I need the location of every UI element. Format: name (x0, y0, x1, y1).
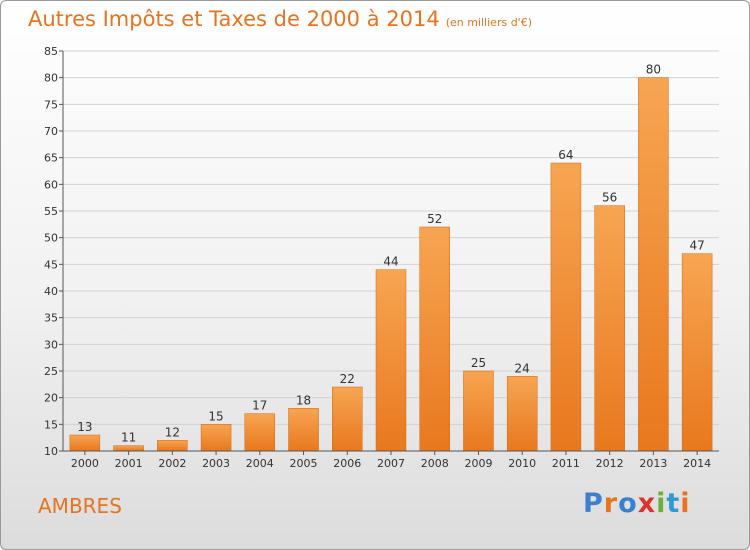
bar-value-label: 52 (427, 212, 442, 226)
bar-value-label: 80 (646, 63, 661, 77)
bar (506, 376, 538, 452)
x-tick-label: 2005 (290, 457, 318, 470)
bar-value-label: 11 (121, 431, 136, 445)
bar (463, 370, 494, 452)
y-tick-label: 45 (44, 258, 58, 271)
bar (419, 226, 450, 452)
proxiti-logo[interactable]: Proxiti (583, 488, 691, 519)
bar (157, 440, 188, 452)
bar-value-label: 15 (208, 409, 223, 423)
bars: 13 11 12 15 17 18 22 44 52 25 24 64 56 80 47 (69, 63, 713, 452)
logo-letter: i (680, 488, 691, 519)
bar-value-label: 64 (558, 148, 573, 162)
bar-value-label: 18 (296, 393, 311, 407)
bar (375, 269, 407, 452)
chart-unit: (en milliers d'€) (445, 16, 532, 29)
y-tick-label: 40 (44, 285, 58, 298)
commune-name: AMBRES (38, 494, 122, 518)
logo-letter: t (666, 488, 681, 519)
x-tick-label: 2000 (71, 457, 99, 470)
y-tick-label: 55 (44, 205, 58, 218)
x-axis: 2000 2001 2002 2003 2004 2005 2006 2007 2008 2009… (63, 450, 719, 470)
x-tick-label: 2007 (377, 457, 405, 470)
y-tick-label: 70 (44, 125, 58, 138)
y-tick-label: 35 (44, 312, 58, 325)
logo-letter: r (603, 488, 619, 519)
y-axis: 10 15 20 25 30 35 40 45 50 55 60 65 70 75 80 85 (44, 45, 64, 458)
y-tick-label: 65 (44, 152, 58, 165)
y-tick-label: 50 (44, 232, 58, 245)
x-tick-label: 2004 (246, 457, 274, 470)
y-tick-label: 25 (44, 365, 58, 378)
logo-letter: i (656, 488, 667, 519)
y-tick-label: 10 (44, 445, 58, 458)
x-tick-label: 2012 (596, 457, 624, 470)
logo-letter: x (637, 488, 657, 519)
x-tick-label: 2011 (552, 457, 580, 470)
x-tick-label: 2009 (464, 457, 492, 470)
bar (288, 408, 319, 452)
bar-value-label: 47 (689, 239, 704, 253)
y-tick-label: 20 (44, 392, 58, 405)
bar (113, 445, 144, 452)
bar (550, 162, 582, 452)
y-tick-label: 80 (44, 72, 58, 85)
x-tick-label: 2014 (683, 457, 711, 470)
logo-letter: o (618, 488, 638, 519)
chart-title: Autres Impôts et Taxes de 2000 à 2014 (en… (28, 7, 532, 31)
x-tick-label: 2006 (333, 457, 361, 470)
bar-value-label: 56 (602, 191, 617, 205)
x-tick-label: 2001 (115, 457, 143, 470)
y-tick-label: 15 (44, 418, 58, 431)
bar (200, 424, 232, 452)
bar-value-label: 12 (165, 425, 180, 439)
x-tick-label: 2013 (639, 457, 667, 470)
logo-letter: P (583, 488, 604, 519)
bar (594, 205, 625, 452)
bar (244, 413, 276, 452)
y-tick-label: 75 (44, 98, 58, 111)
x-tick-label: 2008 (421, 457, 449, 470)
y-tick-label: 60 (44, 178, 58, 191)
bar-value-label: 17 (252, 399, 267, 413)
bar-value-label: 44 (383, 255, 398, 269)
bar-value-label: 22 (340, 372, 355, 386)
x-tick-label: 2010 (508, 457, 536, 470)
bar-value-label: 25 (471, 356, 486, 370)
x-tick-label: 2003 (202, 457, 230, 470)
bar (638, 77, 669, 452)
y-tick-label: 30 (44, 338, 58, 351)
chart-title-text: Autres Impôts et Taxes de 2000 à 2014 (28, 7, 440, 31)
bar-value-label: 24 (515, 361, 530, 375)
x-tick-label: 2002 (158, 457, 186, 470)
y-tick-label: 85 (44, 45, 58, 58)
bar (681, 253, 713, 452)
bar (332, 386, 363, 452)
bar (69, 434, 101, 452)
bar-value-label: 13 (77, 420, 92, 434)
